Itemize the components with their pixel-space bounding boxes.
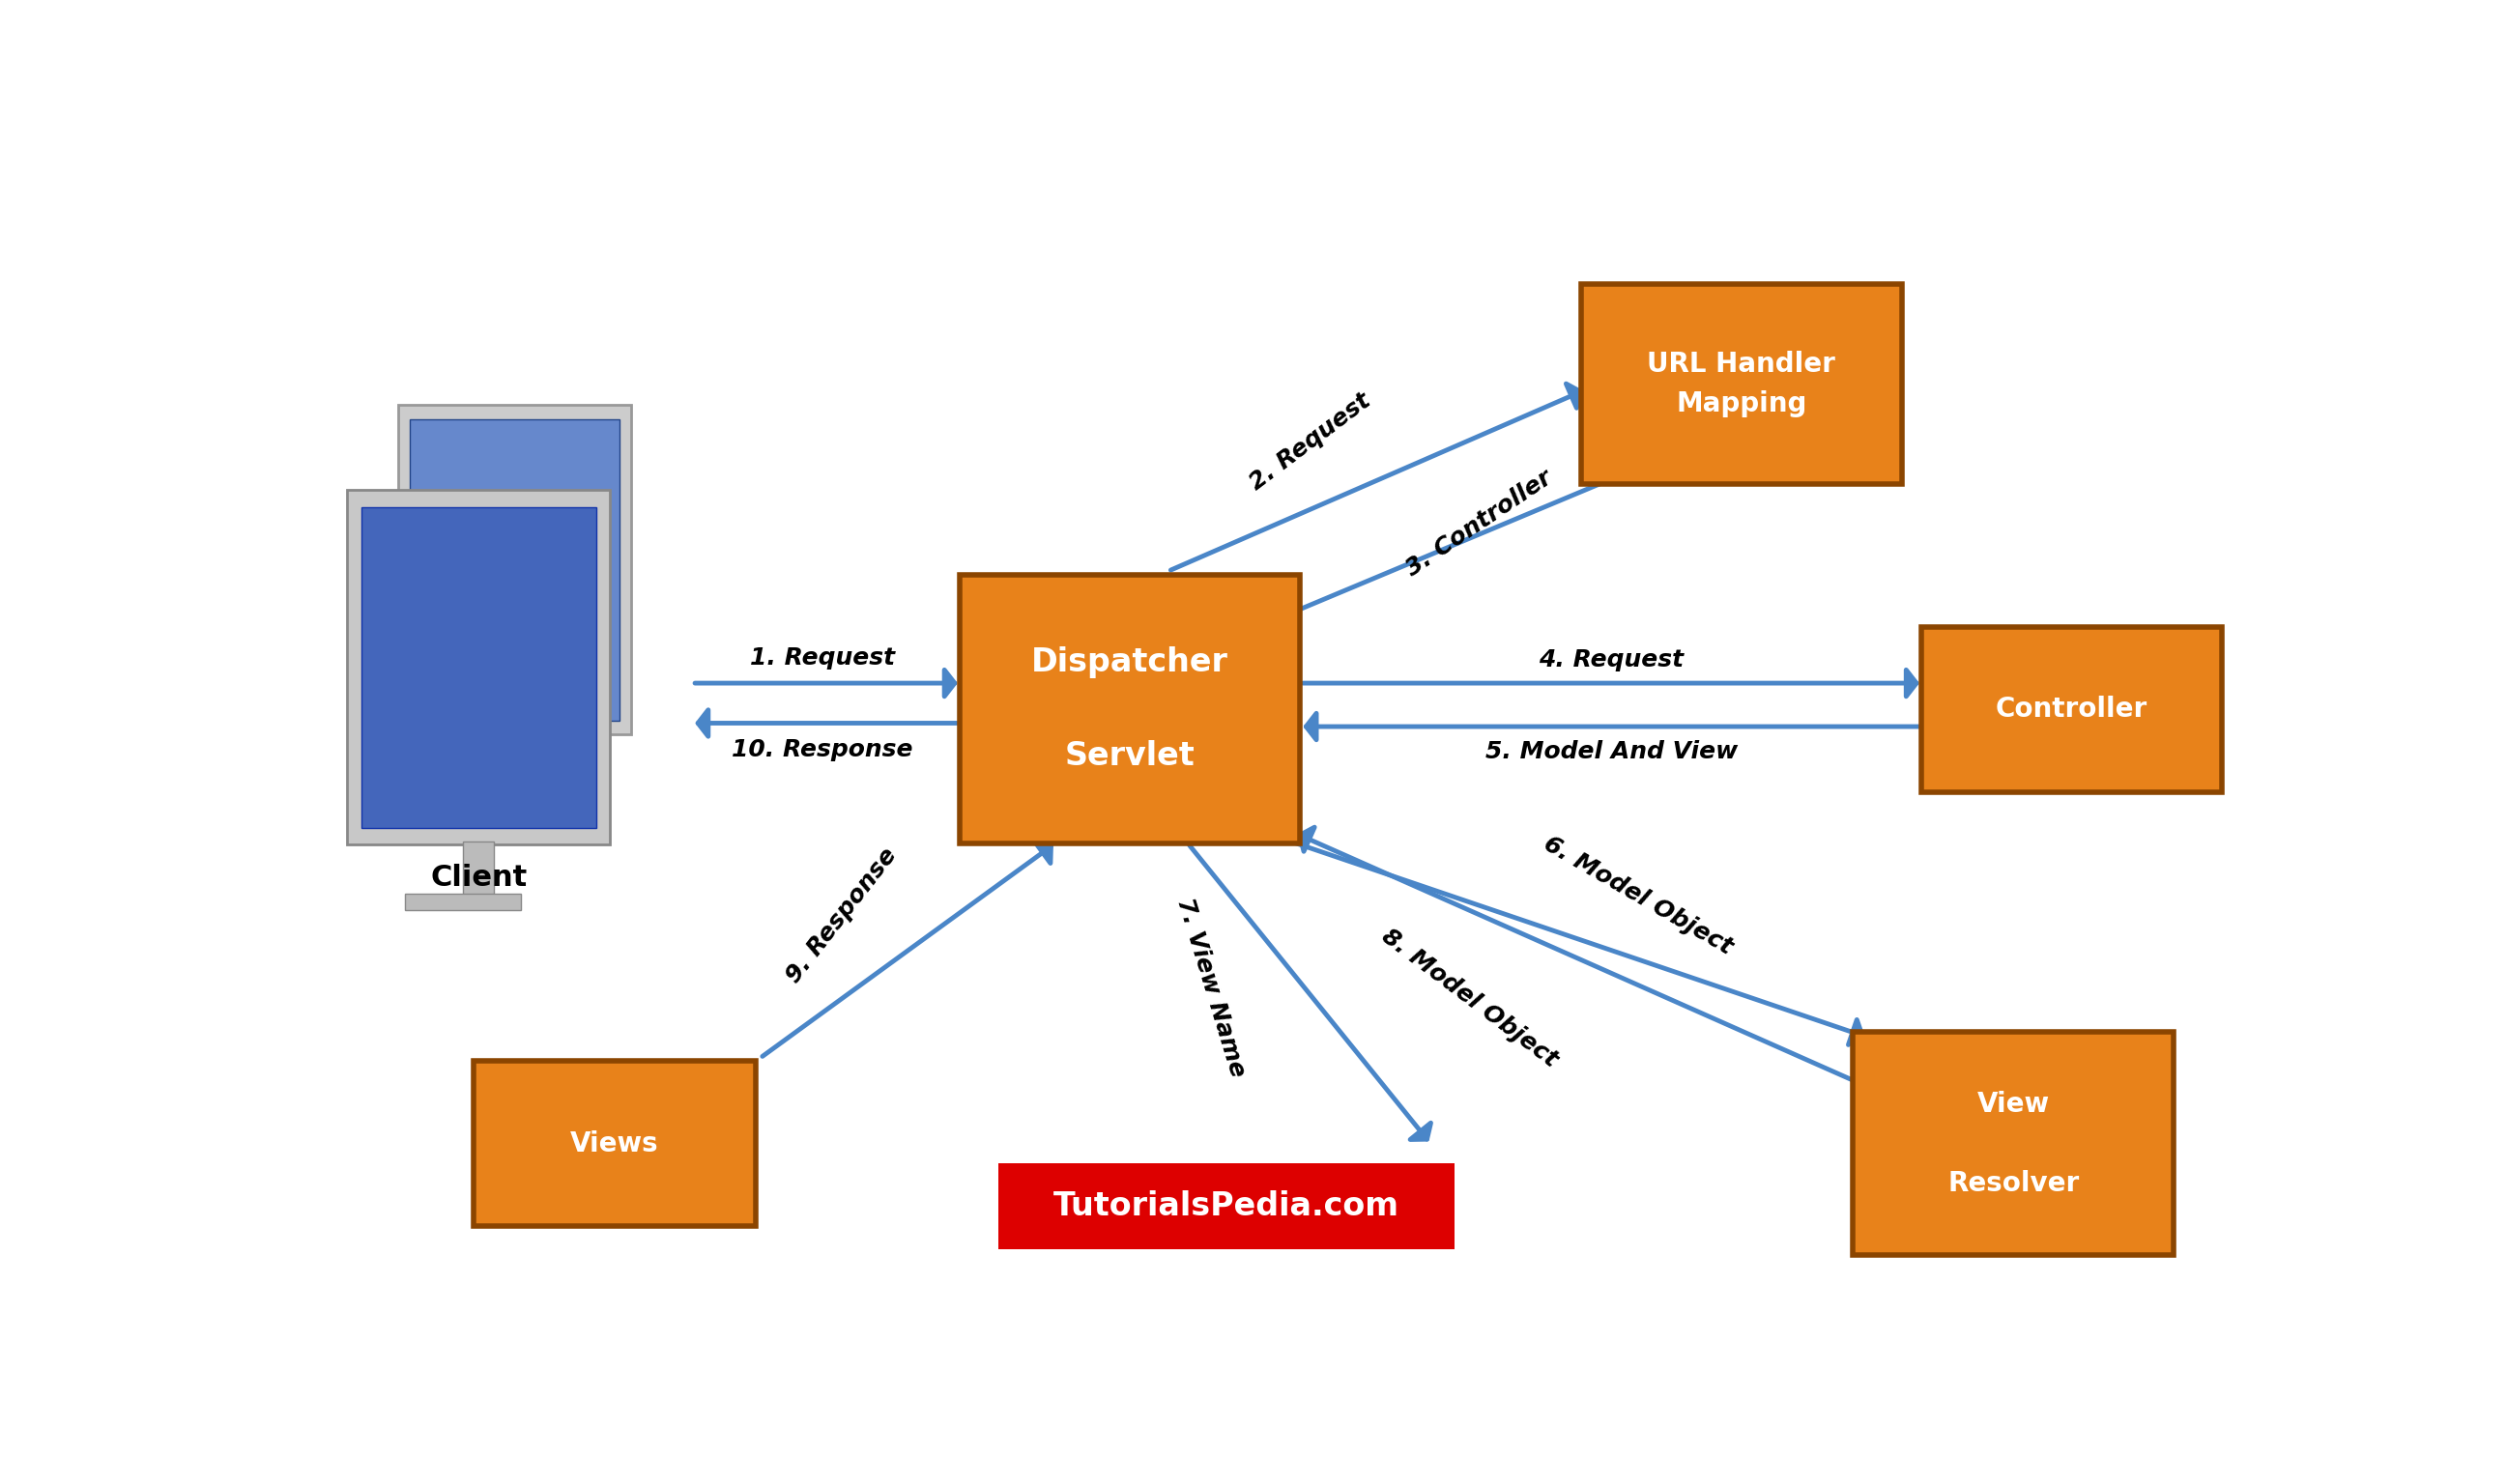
Text: 8. Model Object: 8. Model Object (1376, 925, 1562, 1071)
Text: Dispatcher

Servlet: Dispatcher Servlet (1030, 647, 1228, 772)
FancyBboxPatch shape (348, 490, 609, 844)
FancyBboxPatch shape (1920, 626, 2221, 792)
Text: Views: Views (569, 1131, 659, 1158)
FancyBboxPatch shape (474, 1061, 755, 1226)
FancyBboxPatch shape (998, 1163, 1454, 1250)
Bar (404, 893, 521, 910)
Text: 4. Request: 4. Request (1539, 649, 1685, 672)
Text: URL Handler
Mapping: URL Handler Mapping (1647, 350, 1835, 417)
Text: 10. Response: 10. Response (732, 738, 913, 761)
Text: View

Resolver: View Resolver (1948, 1091, 2078, 1198)
FancyBboxPatch shape (960, 576, 1299, 844)
FancyBboxPatch shape (1582, 283, 1903, 484)
FancyBboxPatch shape (411, 420, 619, 721)
Text: Controller: Controller (1996, 696, 2148, 723)
Text: 9. Response: 9. Response (782, 843, 903, 987)
Text: 5. Model And View: 5. Model And View (1484, 741, 1737, 763)
Bar (464, 841, 494, 896)
Text: 6. Model Object: 6. Model Object (1539, 833, 1737, 959)
Text: 2. Request: 2. Request (1246, 389, 1374, 496)
Text: TutorialsPedia.com: TutorialsPedia.com (1053, 1190, 1399, 1223)
FancyBboxPatch shape (1853, 1033, 2174, 1255)
Text: Client: Client (431, 864, 526, 892)
Text: 7. View Name: 7. View Name (1173, 895, 1248, 1079)
FancyBboxPatch shape (361, 508, 597, 828)
Text: 1. Request: 1. Request (750, 647, 895, 669)
Text: 3. Controller: 3. Controller (1401, 466, 1557, 580)
FancyBboxPatch shape (399, 405, 632, 735)
